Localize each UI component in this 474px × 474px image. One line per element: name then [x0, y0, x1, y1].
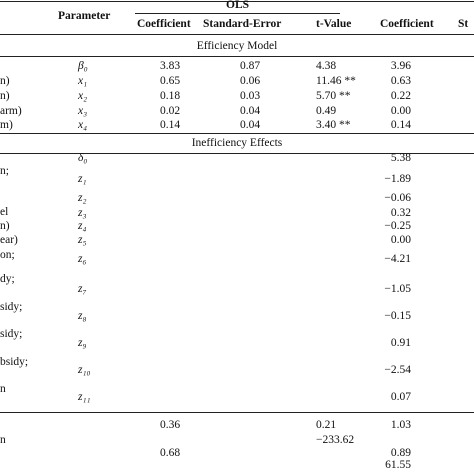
cell: 0.63: [390, 75, 411, 87]
row-label: sidy;: [0, 301, 23, 313]
cell: 0.04: [240, 119, 261, 131]
cell: −1.89: [384, 173, 411, 185]
cell: 0.68: [160, 447, 181, 459]
parameter: z₆: [78, 253, 87, 265]
parameter: δ₀: [78, 152, 88, 164]
parameter: β₀: [78, 60, 88, 72]
section-title: Efficiency Model: [196, 40, 278, 52]
cell: 0.65: [160, 75, 181, 87]
row-label: n: [0, 383, 6, 395]
cell: 0.02: [160, 105, 181, 117]
cell: 0.21: [316, 419, 337, 431]
cell: 0.32: [390, 207, 411, 219]
row-label: ear): [0, 234, 18, 246]
cell: 0.91: [390, 337, 411, 349]
column-header: Coefficient: [137, 18, 191, 30]
cell: 0.03: [240, 90, 261, 102]
cell: 0.22: [390, 90, 411, 102]
column-header: Standard-Error: [203, 18, 282, 30]
cell: 0.04: [240, 105, 261, 117]
parameter: z₅: [78, 234, 87, 246]
cell: 3.40 **: [316, 119, 351, 131]
cell: 0.00: [390, 234, 411, 246]
cell: −2.54: [384, 364, 411, 376]
column-header: Parameter: [58, 10, 111, 22]
cell: 0.49: [316, 105, 337, 117]
cell: 0.89: [390, 447, 411, 459]
parameter: x₁: [78, 75, 88, 87]
cell: 0.14: [160, 119, 181, 131]
row-label: n): [0, 75, 10, 87]
column-header: St: [458, 18, 469, 30]
parameter: z₈: [78, 310, 87, 322]
cell: 1.03: [390, 419, 411, 431]
parameter: z₂: [78, 192, 87, 204]
rule: [0, 56, 474, 57]
cell: 5.38: [390, 152, 411, 164]
parameter: z₁: [78, 173, 87, 185]
cell: 0.87: [240, 60, 261, 72]
row-label: arm): [0, 105, 22, 117]
parameter: z₇: [78, 283, 87, 295]
row-label: bsidy;: [0, 356, 29, 368]
cell: 61.55: [385, 459, 411, 471]
cell: 0.07: [390, 391, 411, 403]
rule: [135, 13, 340, 14]
cell: 5.70 **: [316, 90, 351, 102]
parameter: z₄: [78, 220, 87, 232]
cell: 0.36: [160, 419, 181, 431]
cell: 0.06: [240, 75, 261, 87]
parameter: x₄: [78, 119, 88, 131]
rule: [0, 34, 474, 35]
rule: [0, 133, 474, 134]
row-label: n;: [0, 165, 9, 177]
row-label: el: [0, 206, 9, 218]
parameter: z₃: [78, 207, 87, 219]
row-label: n: [0, 434, 6, 446]
rule: [0, 412, 474, 413]
row-label: m): [0, 119, 13, 131]
rule: [0, 1, 474, 2]
column-header: t-Value: [316, 18, 352, 30]
cell: 3.83: [160, 60, 181, 72]
section-title: Inefficiency Effects: [191, 137, 283, 149]
group-header: OLS: [226, 0, 250, 11]
column-header: Coefficient: [380, 18, 434, 30]
cell: 0.00: [390, 105, 411, 117]
cell: −4.21: [384, 253, 411, 265]
row-label: on;: [0, 249, 15, 261]
parameter: z₁₀: [78, 364, 91, 376]
parameter: z₉: [78, 337, 87, 349]
cell: −0.25: [384, 220, 411, 232]
row-label: dy;: [0, 273, 15, 285]
cell: −0.06: [384, 192, 411, 204]
cell: 11.46 **: [316, 75, 356, 87]
parameter: x₂: [78, 90, 88, 102]
parameter: x₃: [78, 105, 88, 117]
cell: 3.96: [390, 60, 411, 72]
row-label: n): [0, 220, 10, 232]
cell: 0.18: [160, 90, 181, 102]
cell: 4.38: [316, 60, 337, 72]
row-label: sidy;: [0, 328, 23, 340]
row-label: n): [0, 90, 10, 102]
parameter: z₁₁: [78, 391, 91, 403]
cell: −233.62: [316, 434, 355, 446]
cell: 0.14: [390, 119, 411, 131]
rule: [0, 153, 474, 154]
cell: −1.05: [384, 283, 411, 295]
cell: −0.15: [384, 310, 411, 322]
